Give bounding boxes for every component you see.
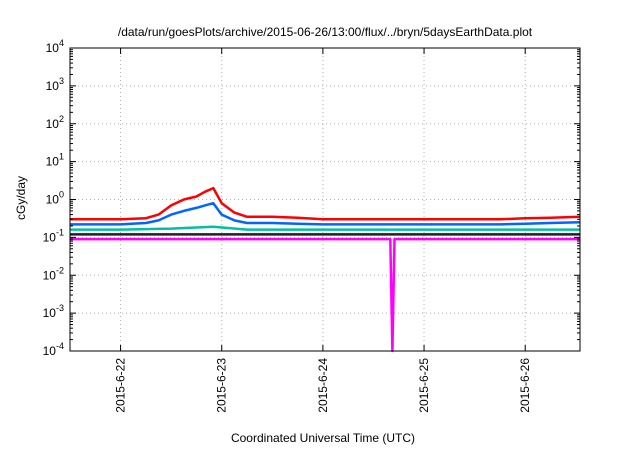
series-line	[70, 201, 581, 226]
y-tick-label: 103	[46, 76, 64, 93]
chart-title: /data/run/goesPlots/archive/2015-06-26/1…	[118, 25, 533, 39]
y-tick-label: 102	[46, 114, 64, 131]
tick-layer: 10-4 10-3 10-2 10-1 100 101 102 103 104 2015-6-22…	[43, 38, 580, 413]
y-tick-label: 10-2	[43, 265, 64, 282]
y-tick-label: 10-1	[43, 227, 64, 244]
series-line	[70, 225, 580, 231]
x-tick-label: 2015-6-23	[215, 358, 229, 413]
y-tick-label: 101	[46, 152, 64, 169]
series-line	[70, 186, 581, 221]
y-tick-label: 100	[46, 190, 64, 207]
x-tick-label: 2015-6-25	[417, 358, 431, 413]
y-tick-label: 10-4	[43, 341, 64, 358]
x-axis-label: Coordinated Universal Time (UTC)	[231, 431, 415, 445]
y-axis-label: cGy/day	[14, 176, 28, 220]
x-tick-label: 2015-6-24	[316, 358, 330, 413]
series-line	[70, 237, 580, 353]
series-layer	[70, 186, 581, 353]
y-tick-label: 104	[46, 38, 64, 55]
y-tick-label: 10-3	[43, 303, 64, 320]
x-tick-label: 2015-6-22	[114, 358, 128, 413]
x-tick-label: 2015-6-26	[518, 358, 532, 413]
grid-layer	[70, 48, 580, 351]
